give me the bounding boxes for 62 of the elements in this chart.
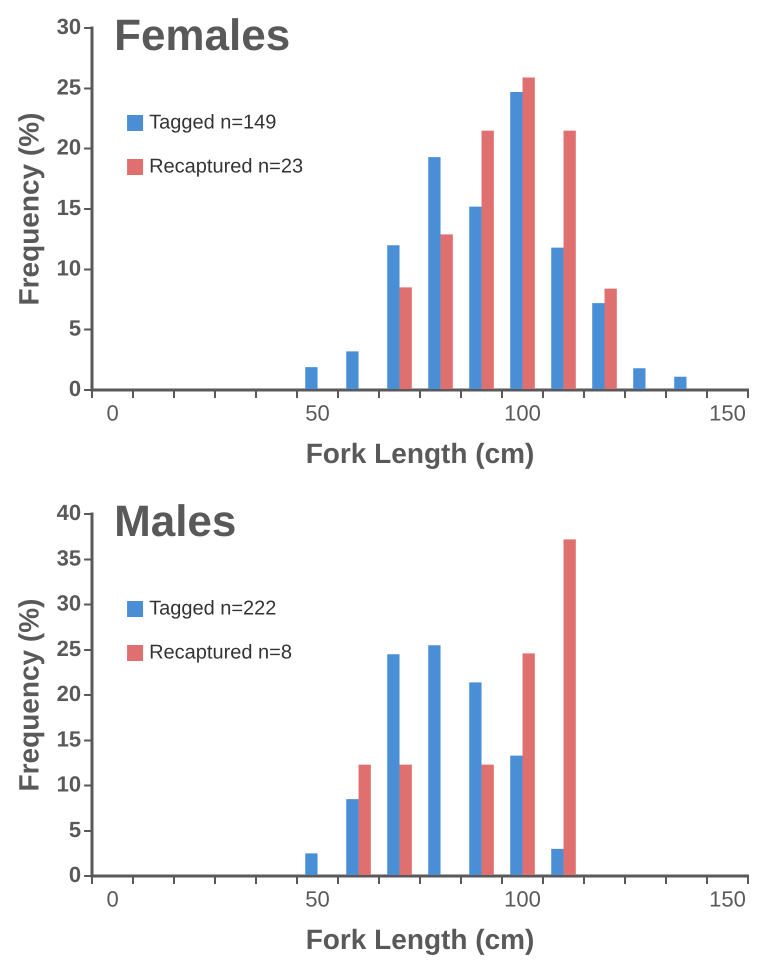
bar xyxy=(428,645,441,875)
y-tick-label: 25 xyxy=(56,636,82,661)
x-axis-title: Fork Length (cm) xyxy=(306,438,534,469)
y-tick-label: 25 xyxy=(56,74,82,100)
y-tick-label: 0 xyxy=(68,862,82,888)
y-tick-label: 5 xyxy=(68,816,82,842)
bar xyxy=(522,77,535,389)
bar xyxy=(400,764,412,875)
y-tick-label: 0 xyxy=(68,376,82,402)
bar xyxy=(604,288,617,389)
y-tick-label: 20 xyxy=(56,134,82,160)
x-tick-label: 0 xyxy=(106,400,119,426)
x-tick-label: 150 xyxy=(709,886,746,912)
y-tick-label: 30 xyxy=(56,14,82,40)
x-tick-label: 100 xyxy=(504,400,541,426)
bar xyxy=(428,157,441,389)
y-tick-label: 40 xyxy=(56,500,82,526)
y-tick-label: 15 xyxy=(56,195,82,220)
y-tick-label: 5 xyxy=(68,316,82,341)
bar xyxy=(564,130,576,389)
x-tick-label: 50 xyxy=(305,400,330,426)
bar xyxy=(551,248,564,389)
bar xyxy=(674,376,687,389)
x-tick-label: 100 xyxy=(504,886,541,912)
legend-label: Tagged n=222 xyxy=(149,598,276,620)
bar xyxy=(469,206,482,389)
bar xyxy=(305,853,318,875)
bar xyxy=(469,682,482,875)
y-tick-label: 30 xyxy=(56,590,82,616)
bar xyxy=(346,799,359,875)
bar xyxy=(510,92,523,389)
bar xyxy=(305,367,318,389)
y-tick-label: 15 xyxy=(56,726,82,752)
bar xyxy=(400,287,412,389)
y-axis-title: Frequency (%) xyxy=(14,112,45,306)
bar xyxy=(482,130,494,389)
legend-label: Recaptured n=23 xyxy=(149,156,304,178)
x-tick-label: 50 xyxy=(305,886,330,912)
x-tick-label: 150 xyxy=(709,400,746,426)
bar xyxy=(440,234,453,389)
y-tick-label: 10 xyxy=(56,255,82,280)
y-tick-label: 20 xyxy=(56,681,82,706)
bar xyxy=(522,653,535,875)
y-tick-label: 10 xyxy=(56,772,82,797)
y-axis-title: Frequency (%) xyxy=(14,598,45,792)
y-tick-label: 35 xyxy=(56,545,82,570)
bar xyxy=(564,539,576,875)
bar xyxy=(346,351,359,389)
chart-title: Males xyxy=(114,497,236,546)
bar xyxy=(358,764,371,875)
bar xyxy=(387,245,400,389)
bar xyxy=(633,368,646,389)
bar xyxy=(510,756,523,875)
chart-title: Females xyxy=(114,11,290,60)
bar xyxy=(551,848,564,875)
bar xyxy=(592,303,605,389)
x-axis-title: Fork Length (cm) xyxy=(306,924,534,955)
legend-label: Recaptured n=8 xyxy=(149,642,292,664)
bar xyxy=(387,654,400,875)
legend-label: Tagged n=149 xyxy=(149,112,276,134)
bar xyxy=(482,764,494,875)
x-tick-label: 0 xyxy=(106,886,119,912)
